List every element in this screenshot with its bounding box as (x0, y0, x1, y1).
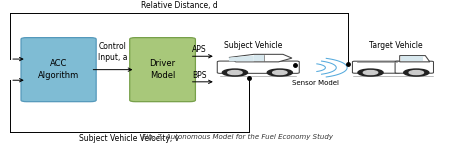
Circle shape (364, 71, 378, 75)
Text: Subject Vehicle Velocity, v: Subject Vehicle Velocity, v (80, 134, 180, 144)
Polygon shape (229, 56, 254, 61)
Circle shape (273, 71, 287, 75)
Circle shape (228, 71, 242, 75)
Text: Sensor Model: Sensor Model (292, 80, 339, 86)
Text: ACC
Algorithm: ACC Algorithm (38, 59, 79, 80)
Polygon shape (400, 56, 430, 62)
Text: Driver
Model: Driver Model (149, 59, 176, 80)
Text: Target Vehicle: Target Vehicle (368, 41, 422, 50)
FancyBboxPatch shape (21, 38, 96, 102)
FancyBboxPatch shape (353, 61, 400, 73)
Circle shape (267, 69, 292, 76)
FancyBboxPatch shape (217, 61, 299, 73)
Text: Fig. 2. Autonomous Model for the Fuel Economy Study: Fig. 2. Autonomous Model for the Fuel Ec… (142, 134, 332, 140)
Polygon shape (401, 56, 423, 61)
Polygon shape (254, 55, 264, 61)
Polygon shape (229, 54, 292, 62)
Text: APS: APS (192, 45, 207, 54)
Text: Control
Input, a: Control Input, a (98, 42, 128, 62)
Text: Relative Distance, d: Relative Distance, d (141, 1, 218, 10)
Circle shape (404, 69, 429, 76)
Text: BPS: BPS (192, 71, 207, 80)
Circle shape (409, 71, 423, 75)
Text: Subject Vehicle: Subject Vehicle (224, 41, 283, 50)
Circle shape (222, 69, 247, 76)
FancyBboxPatch shape (130, 38, 195, 102)
Circle shape (358, 69, 383, 76)
FancyBboxPatch shape (395, 61, 434, 73)
